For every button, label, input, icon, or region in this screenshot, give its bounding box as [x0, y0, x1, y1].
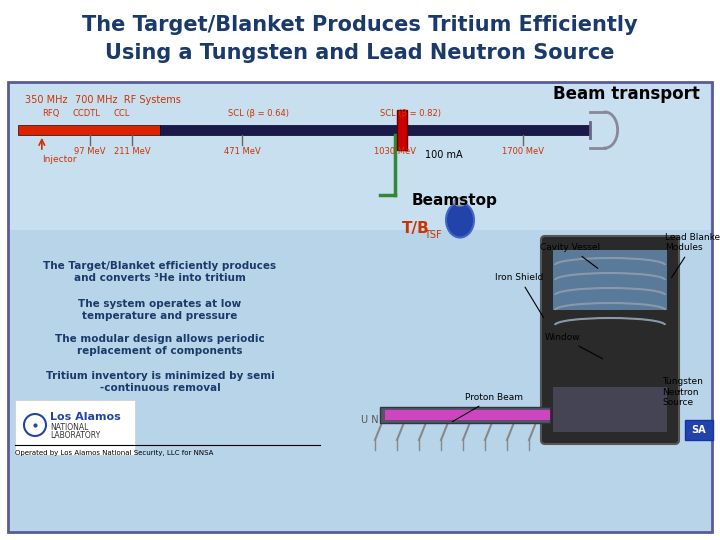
Bar: [8, 82, 712, 532]
Bar: [160, 125, 590, 135]
Text: Injector: Injector: [42, 155, 76, 164]
Text: The Target/Blanket Produces Tritium Efficiently: The Target/Blanket Produces Tritium Effi…: [82, 15, 638, 35]
Text: The Target/Blanket efficiently produces
and converts ³He into tritium: The Target/Blanket efficiently produces …: [43, 261, 276, 283]
Text: The system operates at low
temperature and pressure: The system operates at low temperature a…: [78, 299, 242, 321]
Bar: [553, 250, 667, 310]
Bar: [380, 407, 550, 423]
Text: Beam transport: Beam transport: [553, 85, 700, 103]
Text: CCDTL: CCDTL: [72, 109, 100, 118]
Ellipse shape: [454, 198, 466, 206]
Text: Beamstop: Beamstop: [412, 192, 498, 207]
Text: RFQ: RFQ: [42, 109, 59, 118]
FancyBboxPatch shape: [541, 236, 679, 444]
Bar: [0, 0, 720, 80]
Ellipse shape: [446, 202, 474, 238]
Text: U N: U N: [361, 415, 379, 425]
Text: LABORATORY: LABORATORY: [50, 431, 100, 441]
Bar: [385, 410, 550, 420]
Text: The modular design allows periodic
replacement of components: The modular design allows periodic repla…: [55, 334, 265, 356]
Bar: [10, 84, 710, 230]
Text: Proton Beam: Proton Beam: [452, 393, 523, 422]
Text: 700 MHz  RF Systems: 700 MHz RF Systems: [75, 95, 181, 105]
Text: TSF: TSF: [424, 230, 442, 240]
Text: 1700 MeV: 1700 MeV: [503, 147, 544, 156]
Text: Iron Shield: Iron Shield: [495, 273, 544, 318]
Text: Los Alamos: Los Alamos: [50, 412, 121, 422]
Text: SCL (β = 0.64): SCL (β = 0.64): [228, 109, 289, 118]
Text: Using a Tungsten and Lead Neutron Source: Using a Tungsten and Lead Neutron Source: [105, 43, 615, 63]
Bar: [397, 110, 407, 150]
Text: 350 MHz: 350 MHz: [25, 95, 68, 105]
Text: NATIONAL: NATIONAL: [50, 423, 89, 433]
Bar: [553, 387, 667, 432]
Text: T/B: T/B: [402, 220, 430, 235]
Text: 100 mA: 100 mA: [425, 150, 462, 160]
Text: 97 MeV: 97 MeV: [73, 147, 105, 156]
Text: SA: SA: [692, 425, 706, 435]
Text: Operated by Los Alamos National Security, LLC for NNSA: Operated by Los Alamos National Security…: [15, 450, 213, 456]
Text: Window: Window: [545, 333, 603, 359]
Bar: [685, 420, 713, 440]
Text: SCL (β = 0.82): SCL (β = 0.82): [380, 109, 441, 118]
Text: 471 MeV: 471 MeV: [224, 147, 261, 156]
Text: CCL: CCL: [113, 109, 130, 118]
Text: Cavity Vessel: Cavity Vessel: [540, 243, 600, 268]
Bar: [15, 400, 135, 455]
Text: Tritium inventory is minimized by semi
-continuous removal: Tritium inventory is minimized by semi -…: [45, 371, 274, 393]
Text: Lead Blanket
Modules: Lead Blanket Modules: [665, 233, 720, 278]
Text: 1030 MeV: 1030 MeV: [374, 147, 415, 156]
Bar: [18, 125, 160, 135]
Text: 211 MeV: 211 MeV: [114, 147, 150, 156]
Text: Tungsten
Neutron
Source: Tungsten Neutron Source: [662, 377, 703, 407]
